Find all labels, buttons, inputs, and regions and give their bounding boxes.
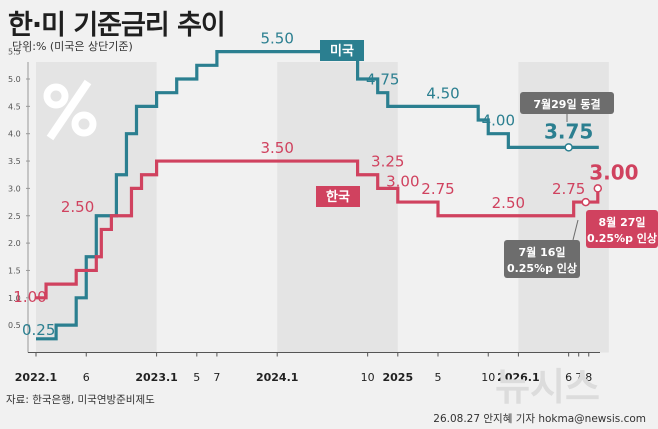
y-tick-label: 2.0 (8, 239, 21, 248)
credit-line: 26.08.27 안지혜 기자 hokma@newsis.com (433, 413, 646, 425)
y-tick-label: 3.5 (8, 157, 21, 166)
kr-rate-line (36, 159, 600, 300)
y-tick-label: 3.0 (8, 184, 21, 193)
us-july-marker (564, 143, 573, 152)
unit-note: 단위:% (미국은 상단기준) (12, 40, 133, 53)
kr-value-label: 2.75 (421, 180, 454, 198)
y-tick-label: 1.0 (8, 294, 21, 303)
kr-series-tag-box (316, 186, 360, 207)
kr-value-label: 3.25 (371, 153, 404, 171)
kr-july-callout-text: 7월 16일 (518, 245, 565, 259)
y-tick-label: 5.5 (8, 48, 21, 57)
chart-title: 한·미 기준금리 추이 (8, 10, 226, 41)
y-tick-label: 5.0 (8, 75, 21, 84)
x-tick-label: 2025 (382, 371, 413, 384)
us-value-label: 4.50 (426, 84, 459, 102)
x-tick-label: 10 (481, 371, 495, 384)
y-tick-label: 1.5 (8, 266, 21, 275)
kr-value-label: 2.50 (492, 194, 525, 212)
kr-july-marker (581, 197, 590, 207)
x-tick-label: 6 (83, 371, 90, 384)
x-tick-label: 2026.1 (497, 371, 539, 384)
kr-aug-marker (593, 184, 603, 193)
y-tick-label: 2.5 (8, 212, 21, 221)
y-tick-label: 4.0 (8, 130, 21, 139)
us-value-label: 4.00 (482, 112, 515, 130)
us-hold-callout-text: 7월29일 동결 (533, 97, 600, 111)
kr-july-callout-box (504, 240, 580, 278)
us-hold-callout-box (520, 92, 614, 114)
kr-aug-callout-box (586, 210, 658, 248)
x-tick-label: 7 (213, 371, 220, 384)
x-tick-label: 5 (435, 371, 442, 384)
percent-dot-bottom (71, 111, 97, 137)
kr-value-label: 3.50 (260, 139, 293, 157)
kr-value-label: 3.00 (386, 172, 419, 190)
watermark-logo: 뉴시스 (495, 365, 600, 409)
kr-value-label: 3.00 (589, 160, 638, 184)
us-series-tag: 미국 (330, 43, 354, 59)
source-note: 자료: 한국은행, 미국연방준비제도 (6, 394, 155, 406)
kr-july-callout-text: 0.25%p 인상 (507, 261, 577, 275)
x-tick-label: 6 (565, 371, 572, 384)
y-tick-label: 0.5 (8, 321, 21, 330)
percent-icon (43, 79, 97, 141)
us-value-label: 3.75 (544, 119, 593, 143)
us-rate-line (36, 50, 599, 341)
kr-value-label: 1.00 (13, 288, 46, 306)
kr-value-label: 2.50 (61, 198, 94, 216)
kr-july-stem (572, 219, 579, 241)
us-value-label: 4.75 (366, 71, 399, 89)
kr-series-tag: 한국 (326, 189, 350, 205)
percent-dot-top (43, 83, 69, 109)
us-series-tag-box (320, 40, 364, 61)
x-tick-label: 8 (585, 371, 592, 384)
x-tick-label: 10 (361, 371, 375, 384)
x-tick-label: 2024.1 (256, 371, 298, 384)
x-tick-label: 5 (193, 371, 200, 384)
us-value-label: 5.50 (260, 30, 293, 48)
x-tick-label: 7 (575, 371, 582, 384)
kr-value-label: 2.75 (552, 180, 585, 198)
us-value-label: 0.25 (22, 321, 55, 339)
y-tick-label: 4.5 (8, 102, 21, 111)
kr-aug-callout-text: 8월 27일 (598, 215, 645, 229)
x-tick-label: 2023.1 (135, 371, 177, 384)
percent-slash (46, 79, 92, 141)
year-band-2024 (277, 62, 398, 353)
x-tick-label: 2022.1 (15, 371, 57, 384)
kr-aug-callout-text: 0.25%p 인상 (587, 231, 657, 245)
